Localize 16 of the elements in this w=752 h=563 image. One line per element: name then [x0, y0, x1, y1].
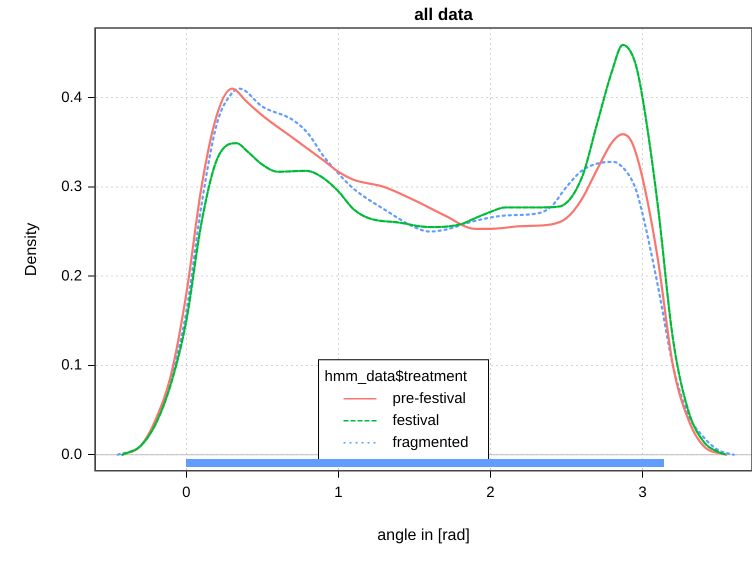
y-tick-label: 0.0	[61, 446, 82, 463]
x-tick-label: 1	[334, 484, 343, 501]
legend-title: hmm_data$treatment	[324, 368, 468, 385]
chart-title: all data	[414, 5, 474, 24]
x-tick-label: 2	[486, 484, 495, 501]
y-tick-label: 0.1	[61, 356, 82, 374]
y-tick-label: 0.3	[61, 178, 82, 196]
legend-label: pre-festival	[392, 390, 466, 407]
x-tick-label: 3	[638, 484, 647, 501]
x-tick-label: 0	[182, 484, 190, 501]
y-axis-title: Density	[23, 222, 40, 276]
y-tick-label: 0.4	[61, 88, 82, 106]
legend-label: fragmented	[392, 434, 468, 451]
y-tick-label: 0.2	[61, 267, 82, 284]
x-axis-title: angle in [rad]	[377, 526, 470, 544]
legend-label: festival	[392, 412, 440, 429]
